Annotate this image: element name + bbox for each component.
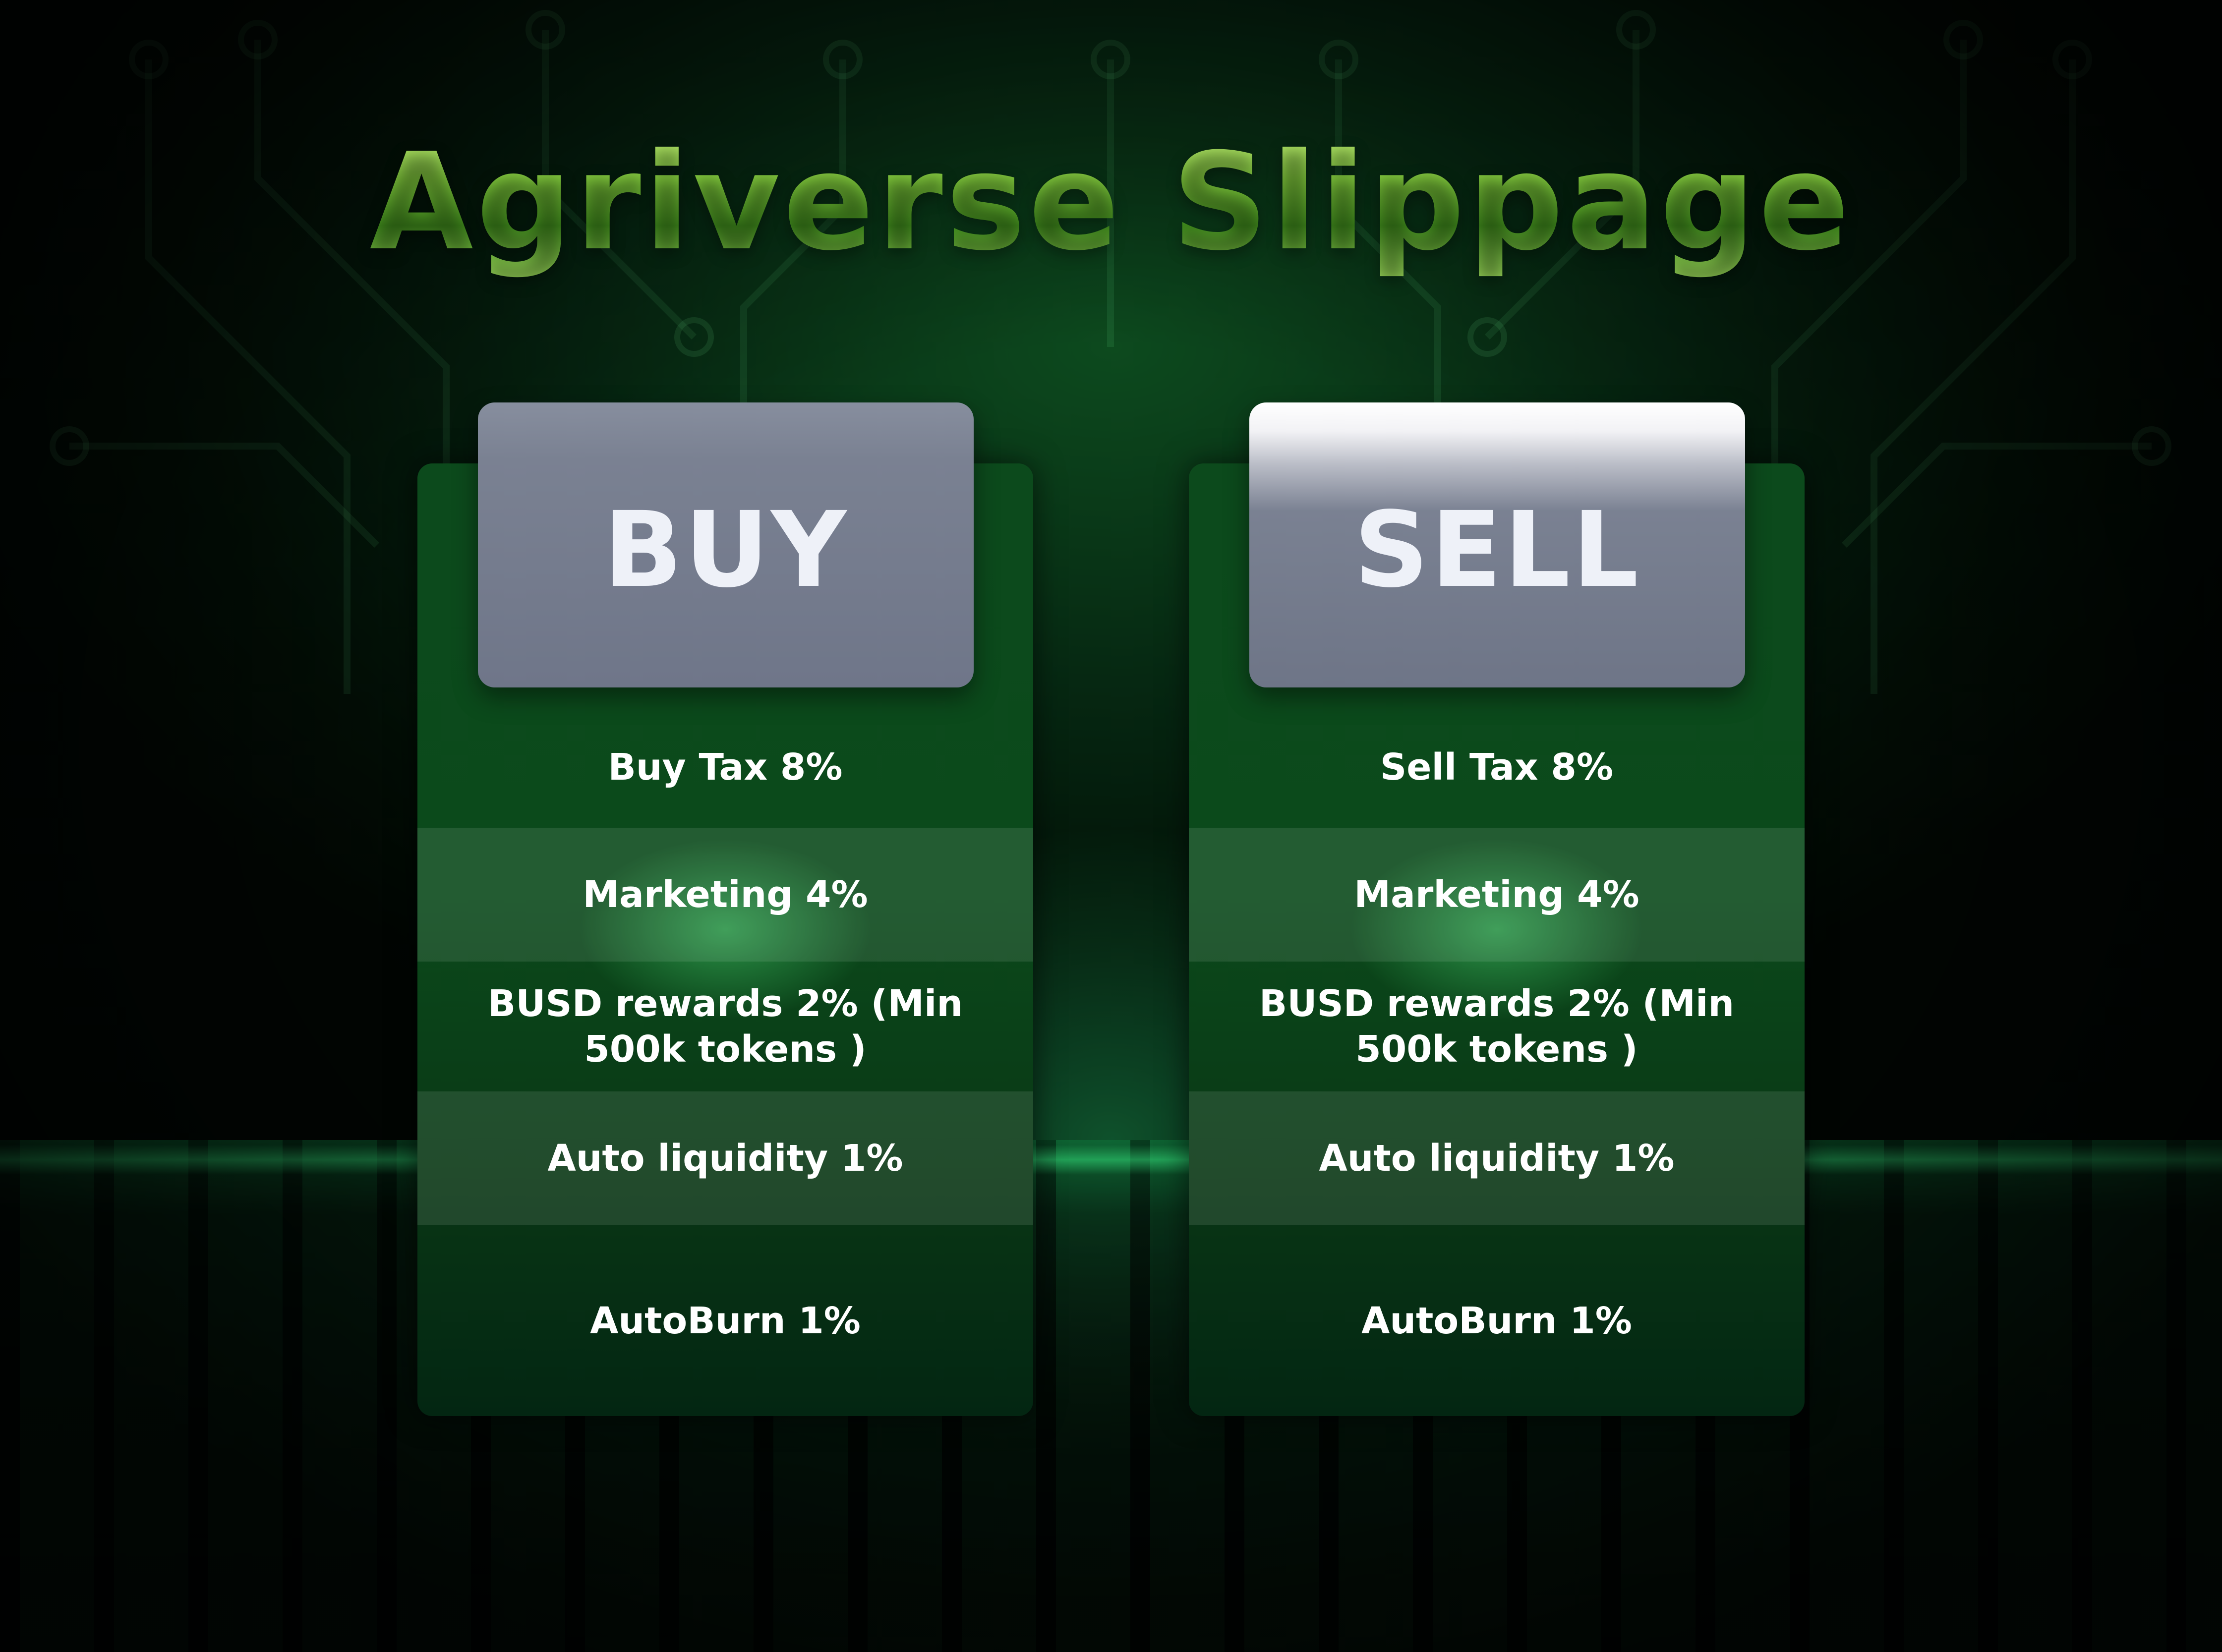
- sell-row-autoburn: AutoBurn 1%: [1361, 1299, 1632, 1342]
- sell-row-busd-rewards: BUSD rewards 2% (Min 500k tokens ): [1259, 982, 1735, 1071]
- page-title: Agriverse Slippage: [0, 124, 2222, 280]
- buy-row-busd-rewards: BUSD rewards 2% (Min 500k tokens ): [487, 982, 963, 1071]
- buy-row-autoburn: AutoBurn 1%: [590, 1299, 861, 1342]
- sell-header-label: SELL: [1353, 489, 1641, 611]
- buy-header: BUY: [478, 402, 974, 687]
- sell-row-auto-liquidity: Auto liquidity 1%: [1189, 1091, 1805, 1225]
- buy-row-tax: Buy Tax 8%: [608, 745, 843, 789]
- buy-row-auto-liquidity: Auto liquidity 1%: [417, 1091, 1033, 1225]
- buy-row-marketing: Marketing 4%: [417, 828, 1033, 962]
- sell-row-tax: Sell Tax 8%: [1380, 745, 1613, 789]
- buy-panel: Buy Tax 8% Marketing 4% BUSD rewards 2% …: [417, 463, 1033, 1416]
- sell-row-marketing: Marketing 4%: [1189, 828, 1805, 962]
- buy-header-label: BUY: [603, 489, 849, 611]
- sell-header: SELL: [1249, 402, 1745, 687]
